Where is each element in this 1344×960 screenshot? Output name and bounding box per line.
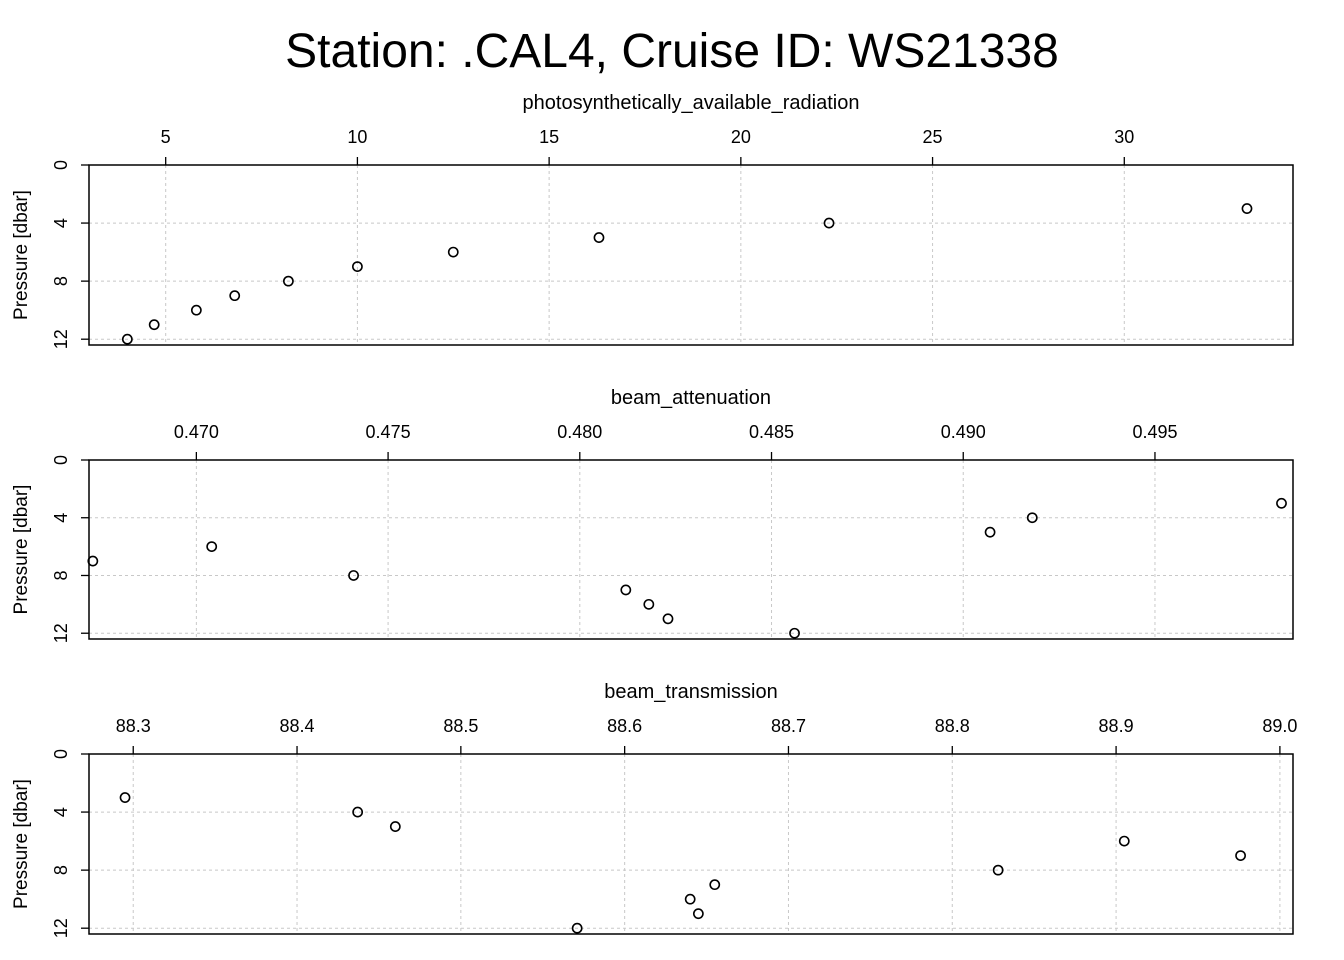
data-point bbox=[593, 232, 605, 243]
plot-frame bbox=[88, 164, 1294, 346]
data-point bbox=[282, 275, 294, 287]
data-point bbox=[571, 922, 583, 934]
x-tick-label: 0.480 bbox=[557, 422, 602, 442]
data-point bbox=[709, 879, 721, 891]
data-point bbox=[206, 541, 218, 553]
x-tick-label: 88.3 bbox=[116, 716, 151, 736]
y-tick-label: 4 bbox=[51, 218, 71, 228]
x-tick-label: 88.8 bbox=[935, 716, 970, 736]
data-point bbox=[121, 333, 133, 345]
y-tick-label: 12 bbox=[51, 918, 71, 938]
data-point bbox=[1235, 850, 1246, 862]
data-point bbox=[87, 555, 99, 567]
y-axis-title: Pressure [dbar] bbox=[11, 485, 32, 615]
plot-frame bbox=[88, 459, 1294, 640]
y-axis-title: Pressure [dbar] bbox=[11, 190, 32, 320]
x-tick-label: 88.4 bbox=[280, 716, 315, 736]
x-tick-label: 88.7 bbox=[771, 716, 806, 736]
data-point bbox=[229, 290, 241, 302]
x-tick-label: 88.5 bbox=[443, 716, 478, 736]
y-tick-label: 0 bbox=[51, 455, 71, 465]
x-tick-label: 88.9 bbox=[1099, 716, 1134, 736]
x-axis-title: beam_attenuation bbox=[611, 387, 771, 409]
data-point bbox=[447, 246, 459, 258]
y-tick-label: 8 bbox=[51, 865, 71, 875]
y-tick-label: 4 bbox=[51, 513, 71, 523]
y-tick-label: 12 bbox=[51, 623, 71, 643]
x-tick-label: 10 bbox=[347, 127, 367, 147]
x-tick-label: 88.6 bbox=[607, 716, 642, 736]
y-tick-label: 4 bbox=[51, 807, 71, 817]
x-tick-label: 0.490 bbox=[941, 422, 986, 442]
data-point bbox=[684, 893, 696, 905]
x-tick-label: 5 bbox=[161, 127, 171, 147]
x-tick-label: 89.0 bbox=[1262, 716, 1297, 736]
x-tick-label: 0.485 bbox=[749, 422, 794, 442]
x-tick-label: 0.475 bbox=[366, 422, 411, 442]
data-point bbox=[992, 864, 1004, 876]
y-tick-label: 12 bbox=[51, 329, 71, 349]
data-point bbox=[1118, 835, 1130, 847]
data-point bbox=[1241, 203, 1253, 214]
chart-title: Station: .CAL4, Cruise ID: WS21338 bbox=[285, 25, 1059, 78]
plot-frame bbox=[88, 753, 1294, 935]
data-point bbox=[148, 319, 160, 331]
data-point bbox=[352, 806, 364, 818]
x-tick-label: 0.495 bbox=[1132, 422, 1177, 442]
data-point bbox=[1026, 512, 1038, 524]
data-point bbox=[789, 627, 800, 639]
x-tick-label: 25 bbox=[923, 127, 943, 147]
data-point bbox=[823, 217, 835, 229]
x-tick-label: 30 bbox=[1114, 127, 1134, 147]
x-axis-title: photosynthetically_available_radiation bbox=[523, 92, 860, 114]
data-point bbox=[348, 570, 359, 581]
y-tick-label: 0 bbox=[51, 160, 71, 170]
data-point bbox=[389, 821, 401, 832]
data-point bbox=[190, 304, 202, 316]
y-tick-label: 0 bbox=[51, 749, 71, 759]
x-axis-title: beam_transmission bbox=[604, 681, 777, 703]
data-point bbox=[1276, 497, 1287, 509]
x-tick-label: 20 bbox=[731, 127, 751, 147]
data-point bbox=[662, 613, 674, 625]
data-point bbox=[692, 908, 704, 920]
x-tick-label: 0.470 bbox=[174, 422, 219, 442]
data-point bbox=[620, 584, 632, 596]
y-tick-label: 8 bbox=[51, 570, 71, 580]
x-tick-label: 15 bbox=[539, 127, 559, 147]
data-point bbox=[984, 526, 996, 538]
y-tick-label: 8 bbox=[51, 276, 71, 286]
data-point bbox=[352, 261, 363, 273]
data-point bbox=[119, 792, 131, 803]
data-point bbox=[643, 598, 655, 610]
y-axis-title: Pressure [dbar] bbox=[11, 779, 32, 909]
